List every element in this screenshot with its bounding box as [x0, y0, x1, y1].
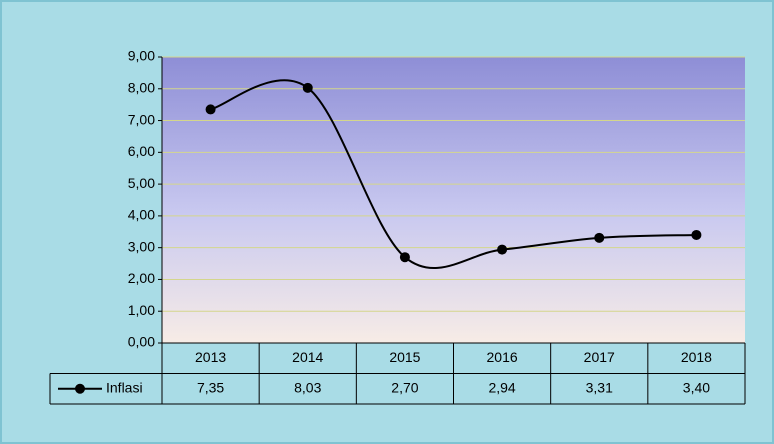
legend-marker	[75, 383, 85, 394]
y-tick-label: 8,00	[128, 79, 155, 95]
y-tick-label: 7,00	[128, 111, 155, 127]
x-tick-label: 2017	[584, 349, 615, 365]
marker	[205, 104, 216, 115]
x-tick-label: 2014	[292, 349, 323, 365]
x-tick-label: 2013	[195, 349, 226, 365]
y-tick-label: 6,00	[128, 143, 155, 159]
marker	[691, 229, 702, 240]
table-value: 3,40	[683, 379, 710, 395]
table-value: 2,70	[391, 379, 418, 395]
y-tick-label: 1,00	[128, 302, 155, 318]
y-tick-label: 3,00	[128, 238, 155, 254]
marker	[302, 82, 313, 93]
table-value: 2,94	[488, 379, 515, 395]
y-tick-label: 0,00	[128, 334, 155, 350]
marker	[497, 244, 508, 255]
plot-area	[162, 57, 745, 343]
legend-label: Inflasi	[106, 379, 143, 395]
y-tick-label: 2,00	[128, 270, 155, 286]
x-tick-label: 2015	[389, 349, 420, 365]
y-tick-label: 9,00	[128, 48, 155, 64]
y-tick-label: 4,00	[128, 207, 155, 223]
x-tick-label: 2018	[681, 349, 712, 365]
y-tick-label: 5,00	[128, 175, 155, 191]
marker	[594, 232, 605, 243]
table-value: 7,35	[197, 379, 224, 395]
table-value: 3,31	[586, 379, 613, 395]
x-tick-label: 2016	[487, 349, 518, 365]
table-value: 8,03	[294, 379, 321, 395]
marker	[399, 252, 410, 263]
